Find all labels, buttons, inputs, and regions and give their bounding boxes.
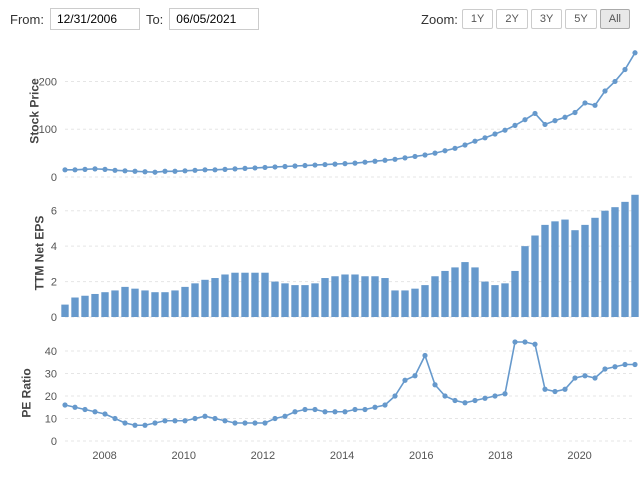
svg-price: 0100200 bbox=[10, 38, 640, 183]
zoom-btn-1y[interactable]: 1Y bbox=[462, 9, 493, 29]
svg-eps: 0 2 4 6 bbox=[10, 183, 640, 323]
chart-container: From: To: Zoom: 1Y2Y3Y5YAll Stock Price0… bbox=[0, 0, 640, 503]
svg-text:2010: 2010 bbox=[172, 450, 196, 462]
to-input[interactable] bbox=[169, 8, 259, 30]
ylabel-eps: TTM Net EPS bbox=[32, 216, 46, 291]
svg-text:0: 0 bbox=[51, 172, 57, 183]
zoom-btn-2y[interactable]: 2Y bbox=[496, 9, 527, 29]
svg-text:40: 40 bbox=[45, 346, 57, 358]
from-label: From: bbox=[10, 12, 44, 27]
svg-text:10: 10 bbox=[45, 414, 57, 426]
zoom-button-row: 1Y2Y3Y5YAll bbox=[462, 9, 630, 29]
zoom-btn-5y[interactable]: 5Y bbox=[565, 9, 596, 29]
svg-pe: 0 10 20 30 40 2008 2010 2012 2014 2016 2018 2020 bbox=[10, 323, 640, 463]
charts-area: Stock Price0100200TTM Net EPS0246PE Rati… bbox=[10, 38, 630, 463]
zoom-label: Zoom: bbox=[421, 12, 458, 27]
from-input[interactable] bbox=[50, 8, 140, 30]
zoom-btn-3y[interactable]: 3Y bbox=[531, 9, 562, 29]
zoom-btn-all[interactable]: All bbox=[600, 9, 630, 29]
svg-text:2008: 2008 bbox=[92, 450, 116, 462]
svg-text:2012: 2012 bbox=[251, 450, 275, 462]
svg-text:2: 2 bbox=[51, 277, 57, 289]
controls-bar: From: To: Zoom: 1Y2Y3Y5YAll bbox=[10, 8, 630, 30]
svg-text:2020: 2020 bbox=[567, 450, 591, 462]
panel-price: Stock Price0100200 bbox=[10, 38, 630, 183]
svg-text:20: 20 bbox=[45, 391, 57, 403]
panel-pe: PE Ratio 0 10 20 30 40 2008 2010 2012 2014 2016 201… bbox=[10, 323, 630, 463]
ylabel-price: Stock Price bbox=[28, 78, 42, 143]
svg-text:6: 6 bbox=[51, 206, 57, 218]
zoom-group: Zoom: 1Y2Y3Y5YAll bbox=[421, 9, 630, 29]
svg-text:0: 0 bbox=[51, 312, 57, 323]
svg-text:30: 30 bbox=[45, 369, 57, 381]
svg-text:0: 0 bbox=[51, 436, 57, 448]
ylabel-pe: PE Ratio bbox=[20, 368, 34, 417]
svg-text:4: 4 bbox=[51, 241, 57, 253]
svg-text:2018: 2018 bbox=[488, 450, 512, 462]
panel-eps: TTM Net EPS 0 2 4 6 bbox=[10, 183, 630, 323]
to-label: To: bbox=[146, 12, 163, 27]
svg-text:2016: 2016 bbox=[409, 450, 433, 462]
svg-text:2014: 2014 bbox=[330, 450, 354, 462]
